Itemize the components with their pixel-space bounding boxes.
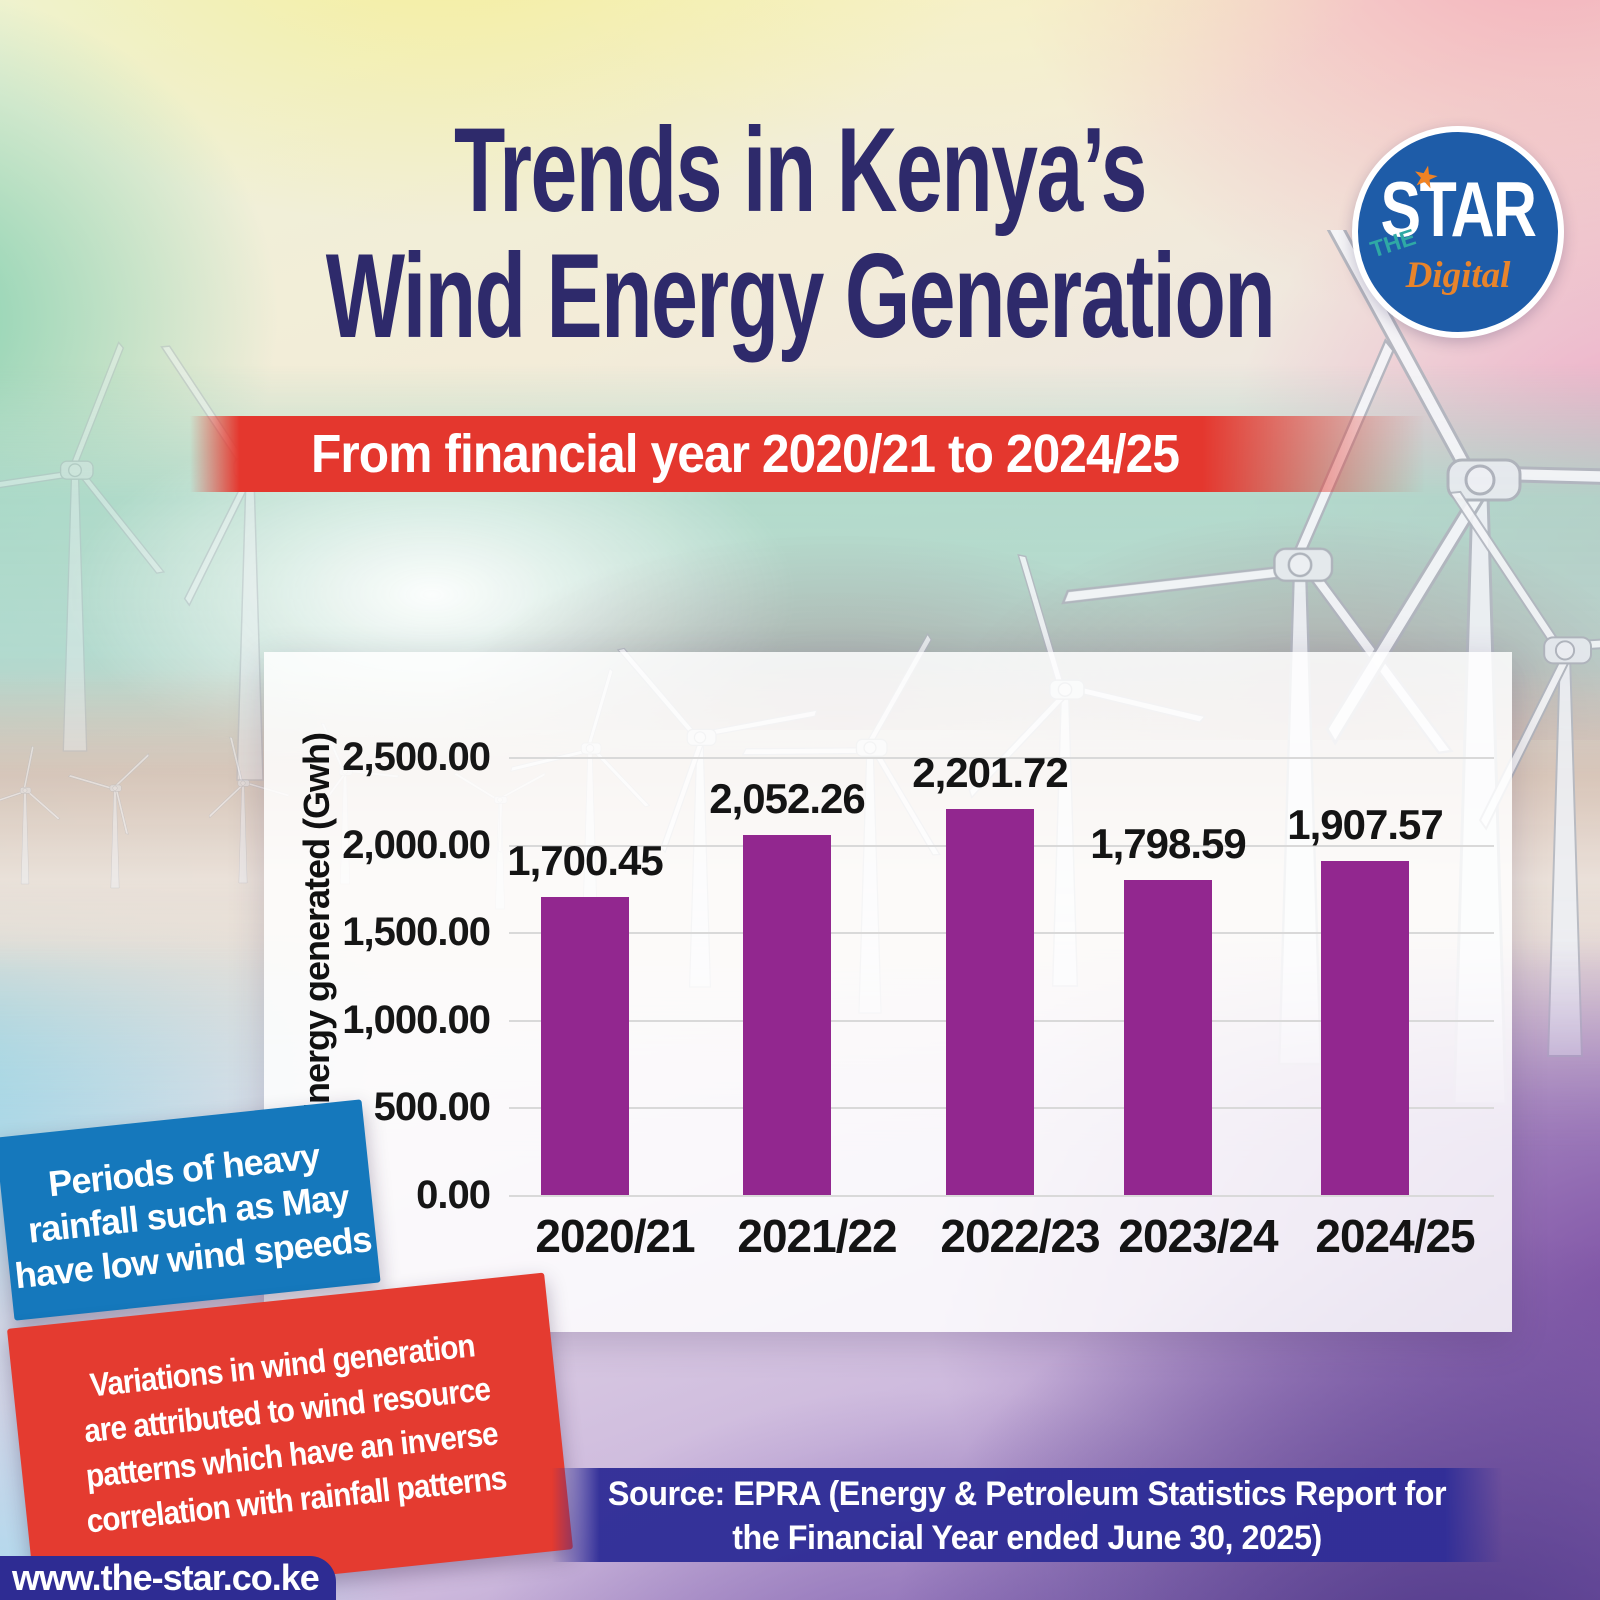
bar-value-label: 2,052.26	[709, 775, 866, 823]
bar-value-label: 1,907.57	[1287, 800, 1444, 848]
x-axis-label: 2023/24	[1118, 1210, 1278, 1262]
logo-digital-text: Digital	[1405, 255, 1511, 296]
subtitle-text: From financial year 2020/21 to 2024/25	[310, 424, 1180, 484]
bar	[946, 809, 1034, 1195]
x-axis-label: 2020/21	[535, 1210, 695, 1262]
x-axis-label: 2024/25	[1315, 1210, 1475, 1262]
source-line2: the Financial Year ended June 30, 2025)	[732, 1519, 1322, 1557]
wind-turbine-icon	[67, 752, 150, 889]
source-banner: Source: EPRA (Energy & Petroleum Statist…	[552, 1468, 1502, 1562]
logo-star-text: STAR	[1380, 165, 1537, 253]
y-axis-tick: 1,500.00	[342, 910, 491, 955]
gridline	[509, 1195, 1494, 1197]
y-axis-tick: 0.00	[416, 1173, 491, 1217]
y-axis-tick: 2,500.00	[342, 735, 491, 779]
y-axis-tick: 2,000.00	[342, 822, 491, 867]
source-line1: Source: EPRA (Energy & Petroleum Statist…	[607, 1475, 1447, 1513]
bar	[541, 897, 629, 1195]
page-title-line1: Trends in Kenya’s	[453, 103, 1147, 238]
y-axis-tick: 1,000.00	[342, 997, 491, 1042]
y-axis-tick: 500.00	[373, 1085, 491, 1130]
bar	[1321, 860, 1409, 1195]
bar	[1124, 879, 1212, 1195]
gridline	[509, 757, 1494, 759]
logo-circle	[1352, 126, 1564, 338]
subtitle-banner: From financial year 2020/21 to 2024/25	[190, 416, 1425, 492]
bar	[743, 835, 831, 1195]
website-link[interactable]: www.the-star.co.ke	[0, 1556, 336, 1600]
wind-turbine-icon	[0, 340, 166, 752]
bar-value-label: 2,201.72	[912, 749, 1069, 797]
note-blue-box: Periods of heavy rainfall such as May ha…	[0, 1099, 381, 1321]
wind-turbine-icon	[0, 745, 61, 884]
page-title: Trends in Kenya’s Wind Energy Generation	[100, 107, 1500, 359]
page-title-line2: Wind Energy Generation	[325, 229, 1276, 364]
note-red-box: Variations in wind generation are attrib…	[6, 1272, 574, 1600]
x-axis-label: 2022/23	[940, 1210, 1100, 1262]
wind-turbine-icon	[1448, 490, 1600, 1057]
chart-panel: Energy generated (Gwh) 2,500.00 2,000.00 1…	[264, 652, 1512, 1332]
x-axis-label: 2021/22	[737, 1210, 897, 1262]
bar-value-label: 1,798.59	[1090, 819, 1247, 867]
star-digital-logo: STAR THE ★ Digital	[1352, 126, 1564, 338]
bar-value-label: 1,700.45	[507, 837, 664, 885]
